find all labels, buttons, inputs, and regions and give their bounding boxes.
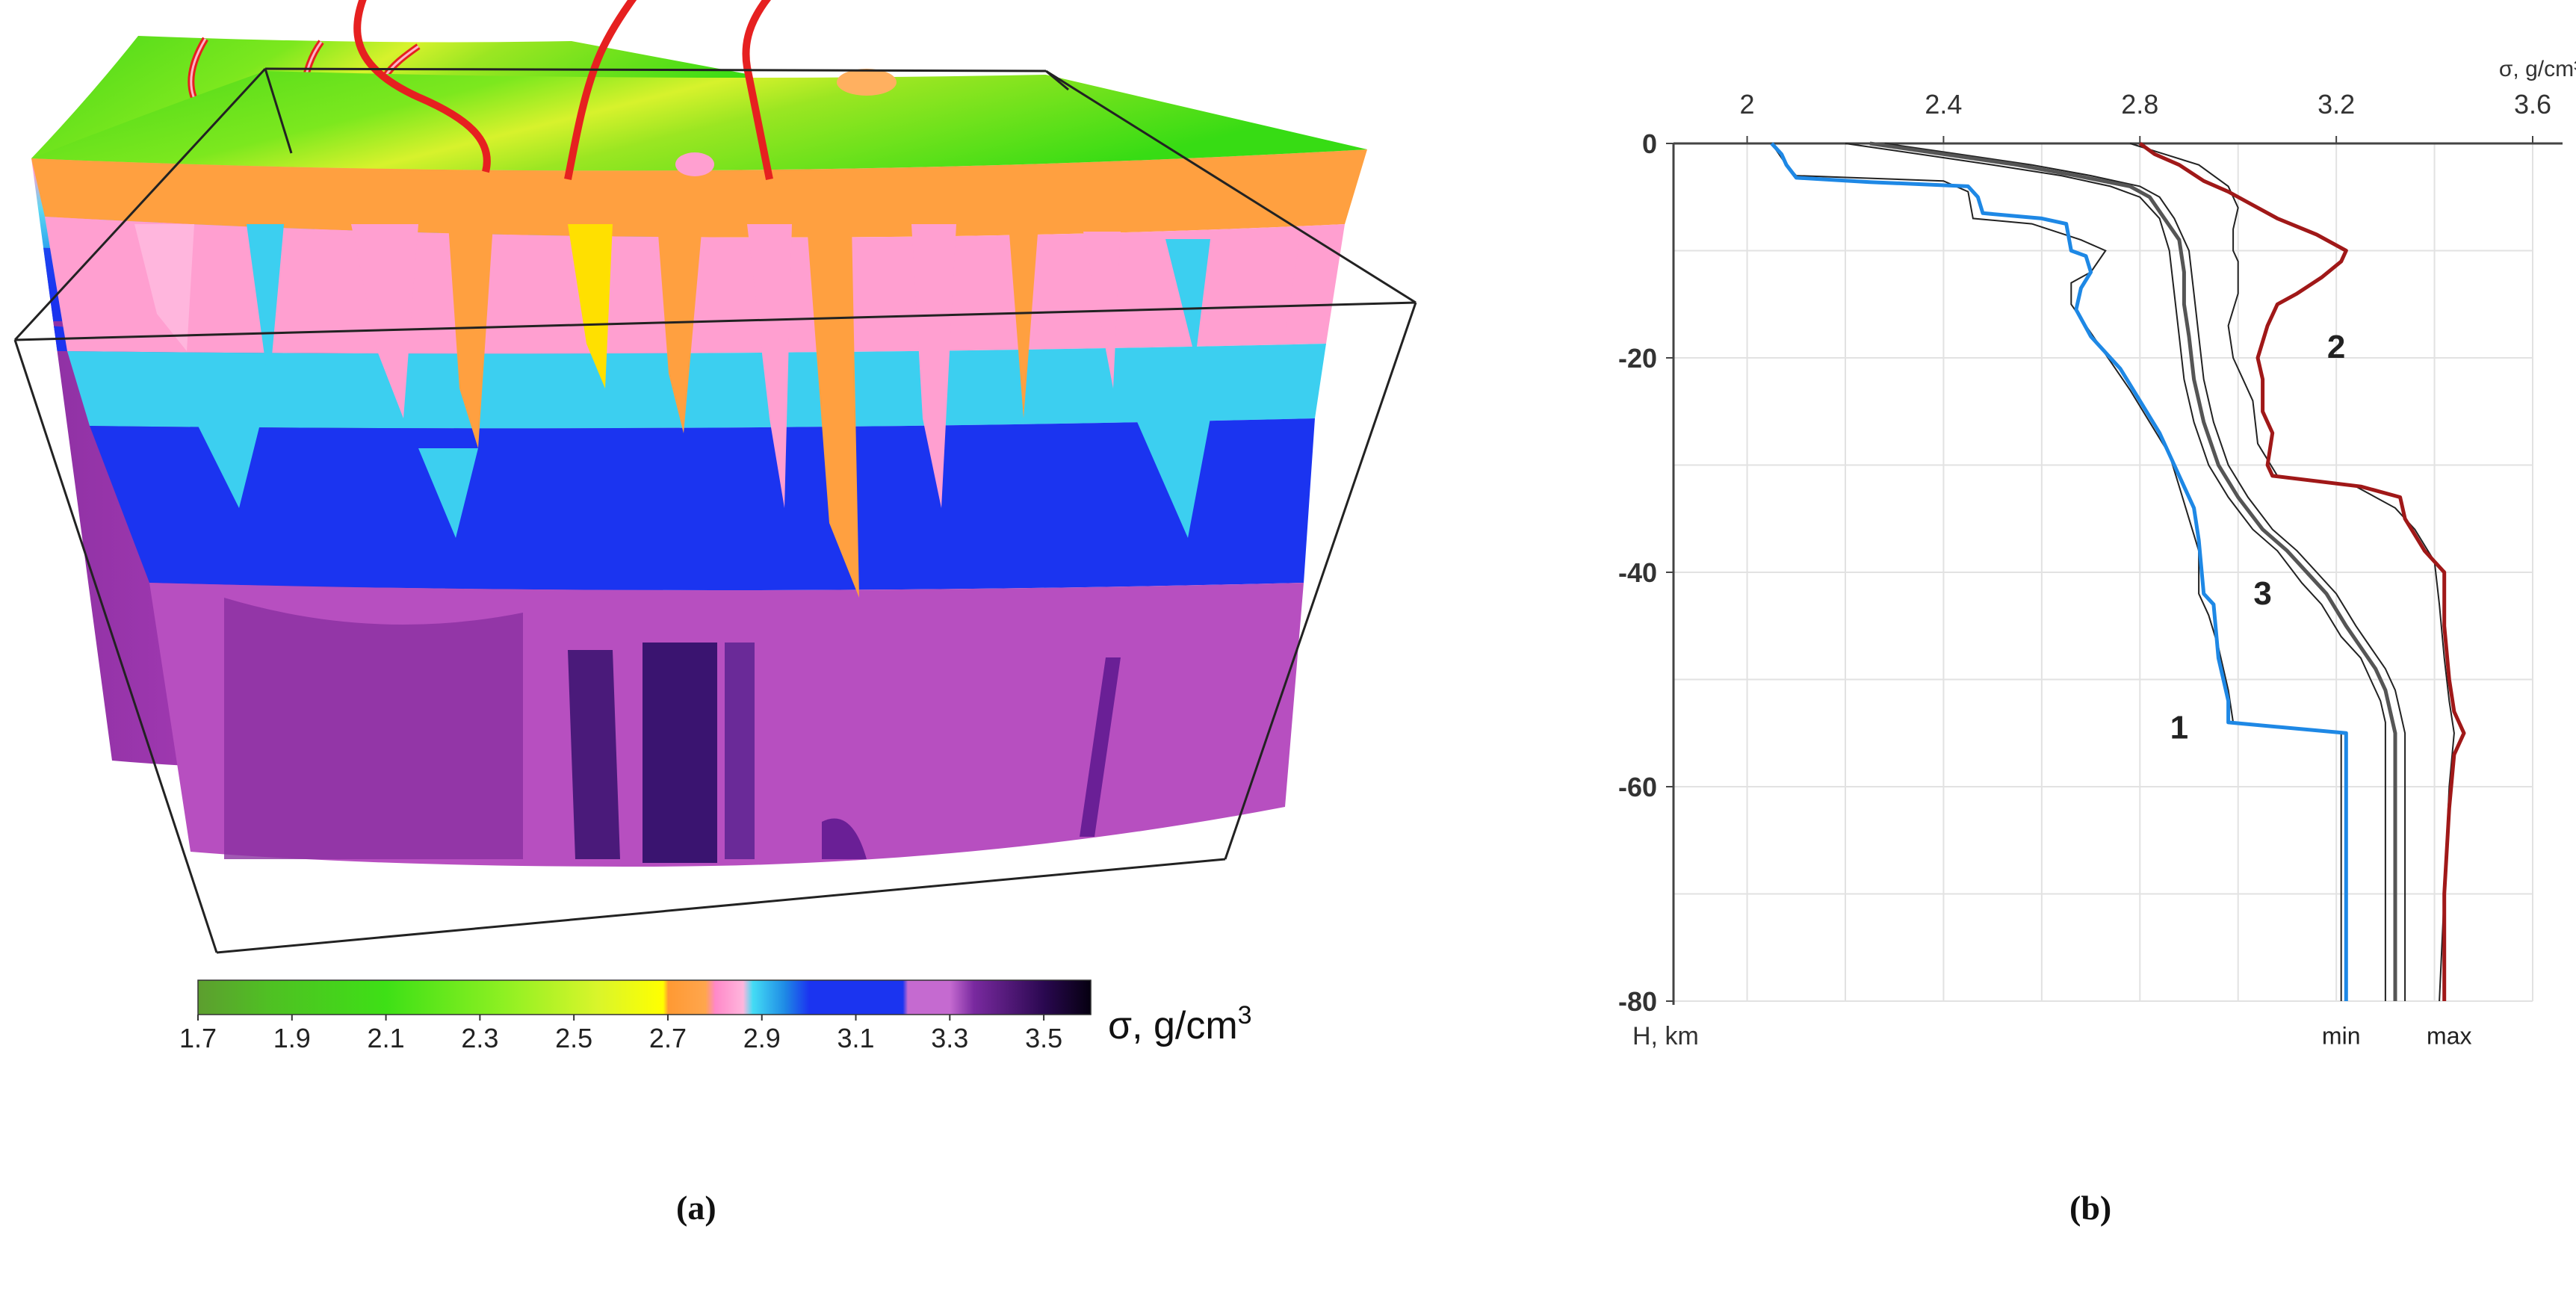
colorbar-segment — [902, 980, 908, 1015]
colorbar-label-superscript: 3 — [1238, 1001, 1252, 1030]
series-line-1 — [1770, 142, 2348, 1001]
series-number-label: 3 — [2253, 575, 2271, 612]
colorbar-segment — [667, 980, 706, 1015]
envelope-line — [1884, 143, 2406, 1001]
colorbar-segment — [597, 980, 664, 1015]
colorbar-tick-label: 1.7 — [179, 1023, 217, 1053]
x-tick-label: 3.6 — [2514, 89, 2551, 120]
series-line-2 — [2138, 141, 2466, 1001]
colorbar-label: σ, g/cm3 — [1108, 1001, 1252, 1047]
caption-b: (b) — [2069, 1189, 2112, 1227]
colorbar-segment — [714, 980, 744, 1015]
y-tick-label: 0 — [1642, 129, 1657, 159]
contour-line — [564, 0, 637, 180]
density-profile-chart: 2 2.4 2.8 3.2 3.6 0 -20 -40 -60 -80 1 2 3 min max σ, … — [1618, 57, 2576, 1050]
chart-series — [1770, 141, 2466, 1001]
contour-line — [353, 0, 491, 173]
colorbar-tick-label: 3.5 — [1025, 1023, 1062, 1053]
chart-tick-labels: 2 2.4 2.8 3.2 3.6 0 -20 -40 -60 -80 — [1618, 89, 2551, 1017]
colorbar-frame — [197, 979, 1092, 1015]
y-tick-label: -20 — [1618, 343, 1657, 374]
x-axis-label: σ, g/cm³ — [2499, 57, 2576, 81]
colorbar-tick-label: 2.9 — [743, 1023, 781, 1053]
series-line-3 — [1869, 141, 2397, 1001]
density-model-panel: 1.7 1.9 2.1 2.3 2.5 2.7 2.9 3.1 3.3 3.5 σ, g/cm3 — [0, 0, 1419, 1121]
chart-grid — [1674, 143, 2533, 1002]
colorbar-segment — [785, 980, 810, 1015]
colorbar-segment — [1044, 980, 1092, 1015]
colorbar-swatches — [197, 979, 1092, 1015]
colorbar-segment — [663, 980, 669, 1015]
colorbar-tick-label: 2.5 — [555, 1023, 592, 1053]
series-number-label: 2 — [2327, 329, 2345, 365]
bound-label: max — [2427, 1022, 2471, 1049]
envelope-line — [2129, 143, 2455, 1002]
colorbar-tick-label: 2.3 — [461, 1023, 498, 1053]
colorbar-segment — [752, 980, 786, 1015]
colorbar-segment — [973, 980, 1044, 1015]
series-labels: 1 2 3 min max — [2170, 329, 2472, 1049]
density-model-3d — [13, 0, 1417, 954]
colorbar-tick-label: 2.7 — [649, 1023, 687, 1053]
series-number-label: 1 — [2170, 709, 2188, 746]
x-tick-label: 2.8 — [2121, 89, 2158, 120]
colorbar-segment — [386, 980, 504, 1015]
colorbar-segment — [743, 980, 753, 1015]
x-tick-label: 3.2 — [2318, 89, 2355, 120]
colorbar-tick-label: 1.9 — [273, 1023, 311, 1053]
colorbar-segment — [705, 980, 716, 1015]
anomaly-spot — [675, 152, 714, 176]
y-tick-label: -40 — [1618, 557, 1657, 588]
colorbar-tick-label: 3.1 — [837, 1023, 875, 1053]
colorbar-tick-label: 2.1 — [368, 1023, 405, 1053]
y-tick-label: -60 — [1618, 772, 1657, 802]
x-tick-label: 2.4 — [1925, 89, 1962, 120]
chart-axes — [1672, 142, 2563, 1005]
envelope-line — [1845, 143, 2386, 1001]
density-profiles-panel: 2 2.4 2.8 3.2 3.6 0 -20 -40 -60 -80 1 2 3 min max σ, … — [1532, 0, 2576, 1121]
colorbar-ticks: 1.7 1.9 2.1 2.3 2.5 2.7 2.9 3.1 3.3 3.5 — [179, 1015, 1062, 1053]
model-front-panel — [31, 149, 1367, 867]
bounding-box — [13, 67, 1417, 954]
x-tick-label: 2 — [1740, 89, 1755, 120]
colorbar: 1.7 1.9 2.1 2.3 2.5 2.7 2.9 3.1 3.3 3.5 σ, g/cm3 — [179, 979, 1252, 1053]
colorbar-segment — [808, 980, 904, 1015]
anomaly-spot — [837, 69, 897, 96]
bound-label: min — [2322, 1022, 2361, 1049]
colorbar-segment — [198, 980, 269, 1015]
y-axis-label: H, km — [1632, 1022, 1699, 1050]
colorbar-segment — [950, 980, 974, 1015]
y-tick-label: -80 — [1618, 986, 1657, 1017]
colorbar-tick-label: 3.3 — [931, 1023, 968, 1053]
model-top-surface-full — [31, 71, 1367, 171]
caption-a: (a) — [676, 1189, 716, 1227]
colorbar-segment — [907, 980, 950, 1015]
colorbar-segment — [268, 980, 387, 1015]
colorbar-segment — [503, 980, 598, 1015]
contour-line — [742, 0, 773, 180]
